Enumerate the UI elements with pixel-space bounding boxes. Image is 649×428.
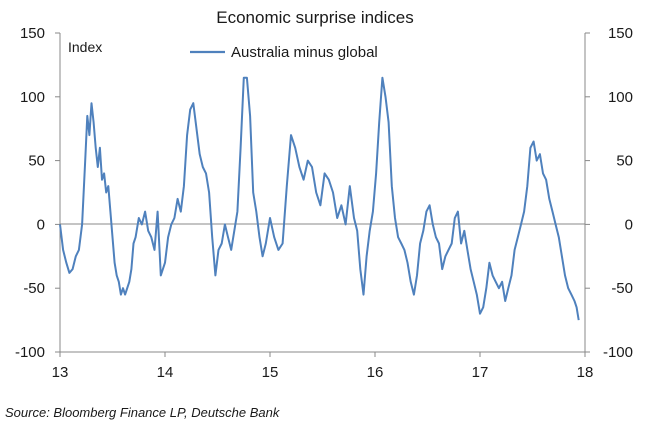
y-tick-label-right: 50 <box>616 153 633 170</box>
y-tick-label-right: 100 <box>608 89 633 106</box>
x-tick-label: 14 <box>157 364 174 381</box>
y-tick-label-left: 50 <box>28 153 45 170</box>
y-tick-label-left: 0 <box>37 216 45 233</box>
series-line-australia-minus-global <box>59 76 580 321</box>
y-tick-label-right: 0 <box>625 216 633 233</box>
x-tick-label: 16 <box>367 364 384 381</box>
y-tick-label-left: 150 <box>20 25 45 42</box>
y-tick-label-right: -50 <box>611 280 633 297</box>
x-tick-label: 15 <box>262 364 279 381</box>
y-tick-label-left: 100 <box>20 89 45 106</box>
y-axis-label: Index <box>68 39 102 55</box>
chart: Economic surprise indices Index 150 15010… <box>15 8 633 381</box>
x-tick-label: 13 <box>52 364 69 381</box>
x-tick-label: 17 <box>472 364 489 381</box>
chart-title: Economic surprise indices <box>216 8 413 27</box>
y-tick-label-right: 150 <box>608 25 633 42</box>
source-note: Source: Bloomberg Finance LP, Deutsche B… <box>5 405 280 420</box>
y-tick-label-left: -100 <box>15 344 45 361</box>
x-tick-label: 18 <box>577 364 594 381</box>
y-tick-label-right: -100 <box>603 344 633 361</box>
y-tick-label-left: -50 <box>23 280 45 297</box>
legend-label: Australia minus global <box>231 44 378 61</box>
